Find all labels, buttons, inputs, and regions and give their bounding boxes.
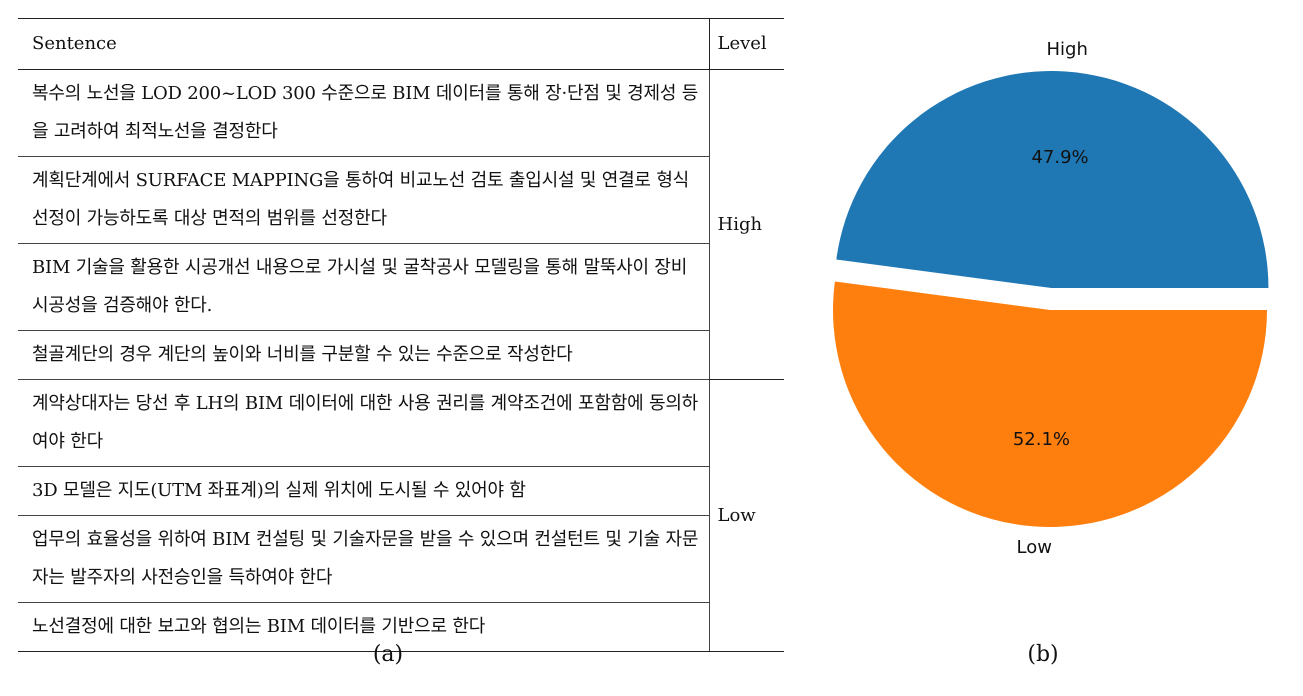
table-row: 노선결정에 대한 보고와 협의는 BIM 데이터를 기반으로 한다 xyxy=(18,602,784,652)
sentence-cell: 노선결정에 대한 보고와 협의는 BIM 데이터를 기반으로 한다 xyxy=(18,602,709,652)
sentence-cell: 복수의 노선을 LOD 200~LOD 300 수준으로 BIM 데이터를 통해… xyxy=(18,69,709,157)
table-row: 업무의 효율성을 위하여 BIM 컨설팅 및 기술자문을 받을 수 있으며 컨설… xyxy=(18,515,784,603)
pie-slice-low xyxy=(833,281,1267,528)
header-level: Level xyxy=(708,18,784,70)
level-cell-high: High xyxy=(708,69,784,380)
header-sentence: Sentence xyxy=(18,18,709,70)
pie-category-label: Low xyxy=(1017,537,1052,558)
table-row: 3D 모델은 지도(UTM 좌표계)의 실제 위치에 도시될 수 있어야 함 xyxy=(18,466,784,516)
pie-percent-label: 47.9% xyxy=(1031,147,1088,168)
table-row: 계약상대자는 당선 후 LH의 BIM 데이터에 대한 사용 권리를 계약조건에… xyxy=(18,379,784,652)
table-row: 철골계단의 경우 계단의 높이와 너비를 구분할 수 있는 수준으로 작성한다 xyxy=(18,330,784,380)
sentence-cell: 계약상대자는 당선 후 LH의 BIM 데이터에 대한 사용 권리를 계약조건에… xyxy=(18,379,709,467)
sentence-cell: 철골계단의 경우 계단의 높이와 너비를 구분할 수 있는 수준으로 작성한다 xyxy=(18,330,709,380)
sentence-cell: BIM 기술을 활용한 시공개선 내용으로 가시설 및 굴착공사 모델링을 통해… xyxy=(18,243,709,331)
pie-category-label: High xyxy=(1046,40,1087,60)
table-row: 복수의 노선을 LOD 200~LOD 300 수준으로 BIM 데이터를 통해… xyxy=(18,69,784,380)
level-cell-low: Low xyxy=(708,379,784,652)
sentence-cell: 업무의 효율성을 위하여 BIM 컨설팅 및 기술자문을 받을 수 있으며 컨설… xyxy=(18,515,709,603)
sentence-cell: 계획단계에서 SURFACE MAPPING을 통하여 비교노선 검토 출입시설… xyxy=(18,156,709,244)
table-row: BIM 기술을 활용한 시공개선 내용으로 가시설 및 굴착공사 모델링을 통해… xyxy=(18,243,784,331)
caption-a: (a) xyxy=(372,642,404,667)
caption-b: (b) xyxy=(1027,642,1059,667)
pie-slice-high xyxy=(836,71,1269,289)
pie-chart: 47.9% High 52.1% Low xyxy=(833,40,1269,558)
pie-percent-label: 52.1% xyxy=(1013,429,1070,450)
table-header-row: Sentence Level xyxy=(18,18,784,70)
table-row: 계획단계에서 SURFACE MAPPING을 통하여 비교노선 검토 출입시설… xyxy=(18,156,784,244)
sentence-level-table: Sentence Level 복수의 노선을 LOD 200~LOD 300 수… xyxy=(18,18,784,652)
sentence-cell: 3D 모델은 지도(UTM 좌표계)의 실제 위치에 도시될 수 있어야 함 xyxy=(18,466,709,516)
table: Sentence Level 복수의 노선을 LOD 200~LOD 300 수… xyxy=(18,18,784,652)
